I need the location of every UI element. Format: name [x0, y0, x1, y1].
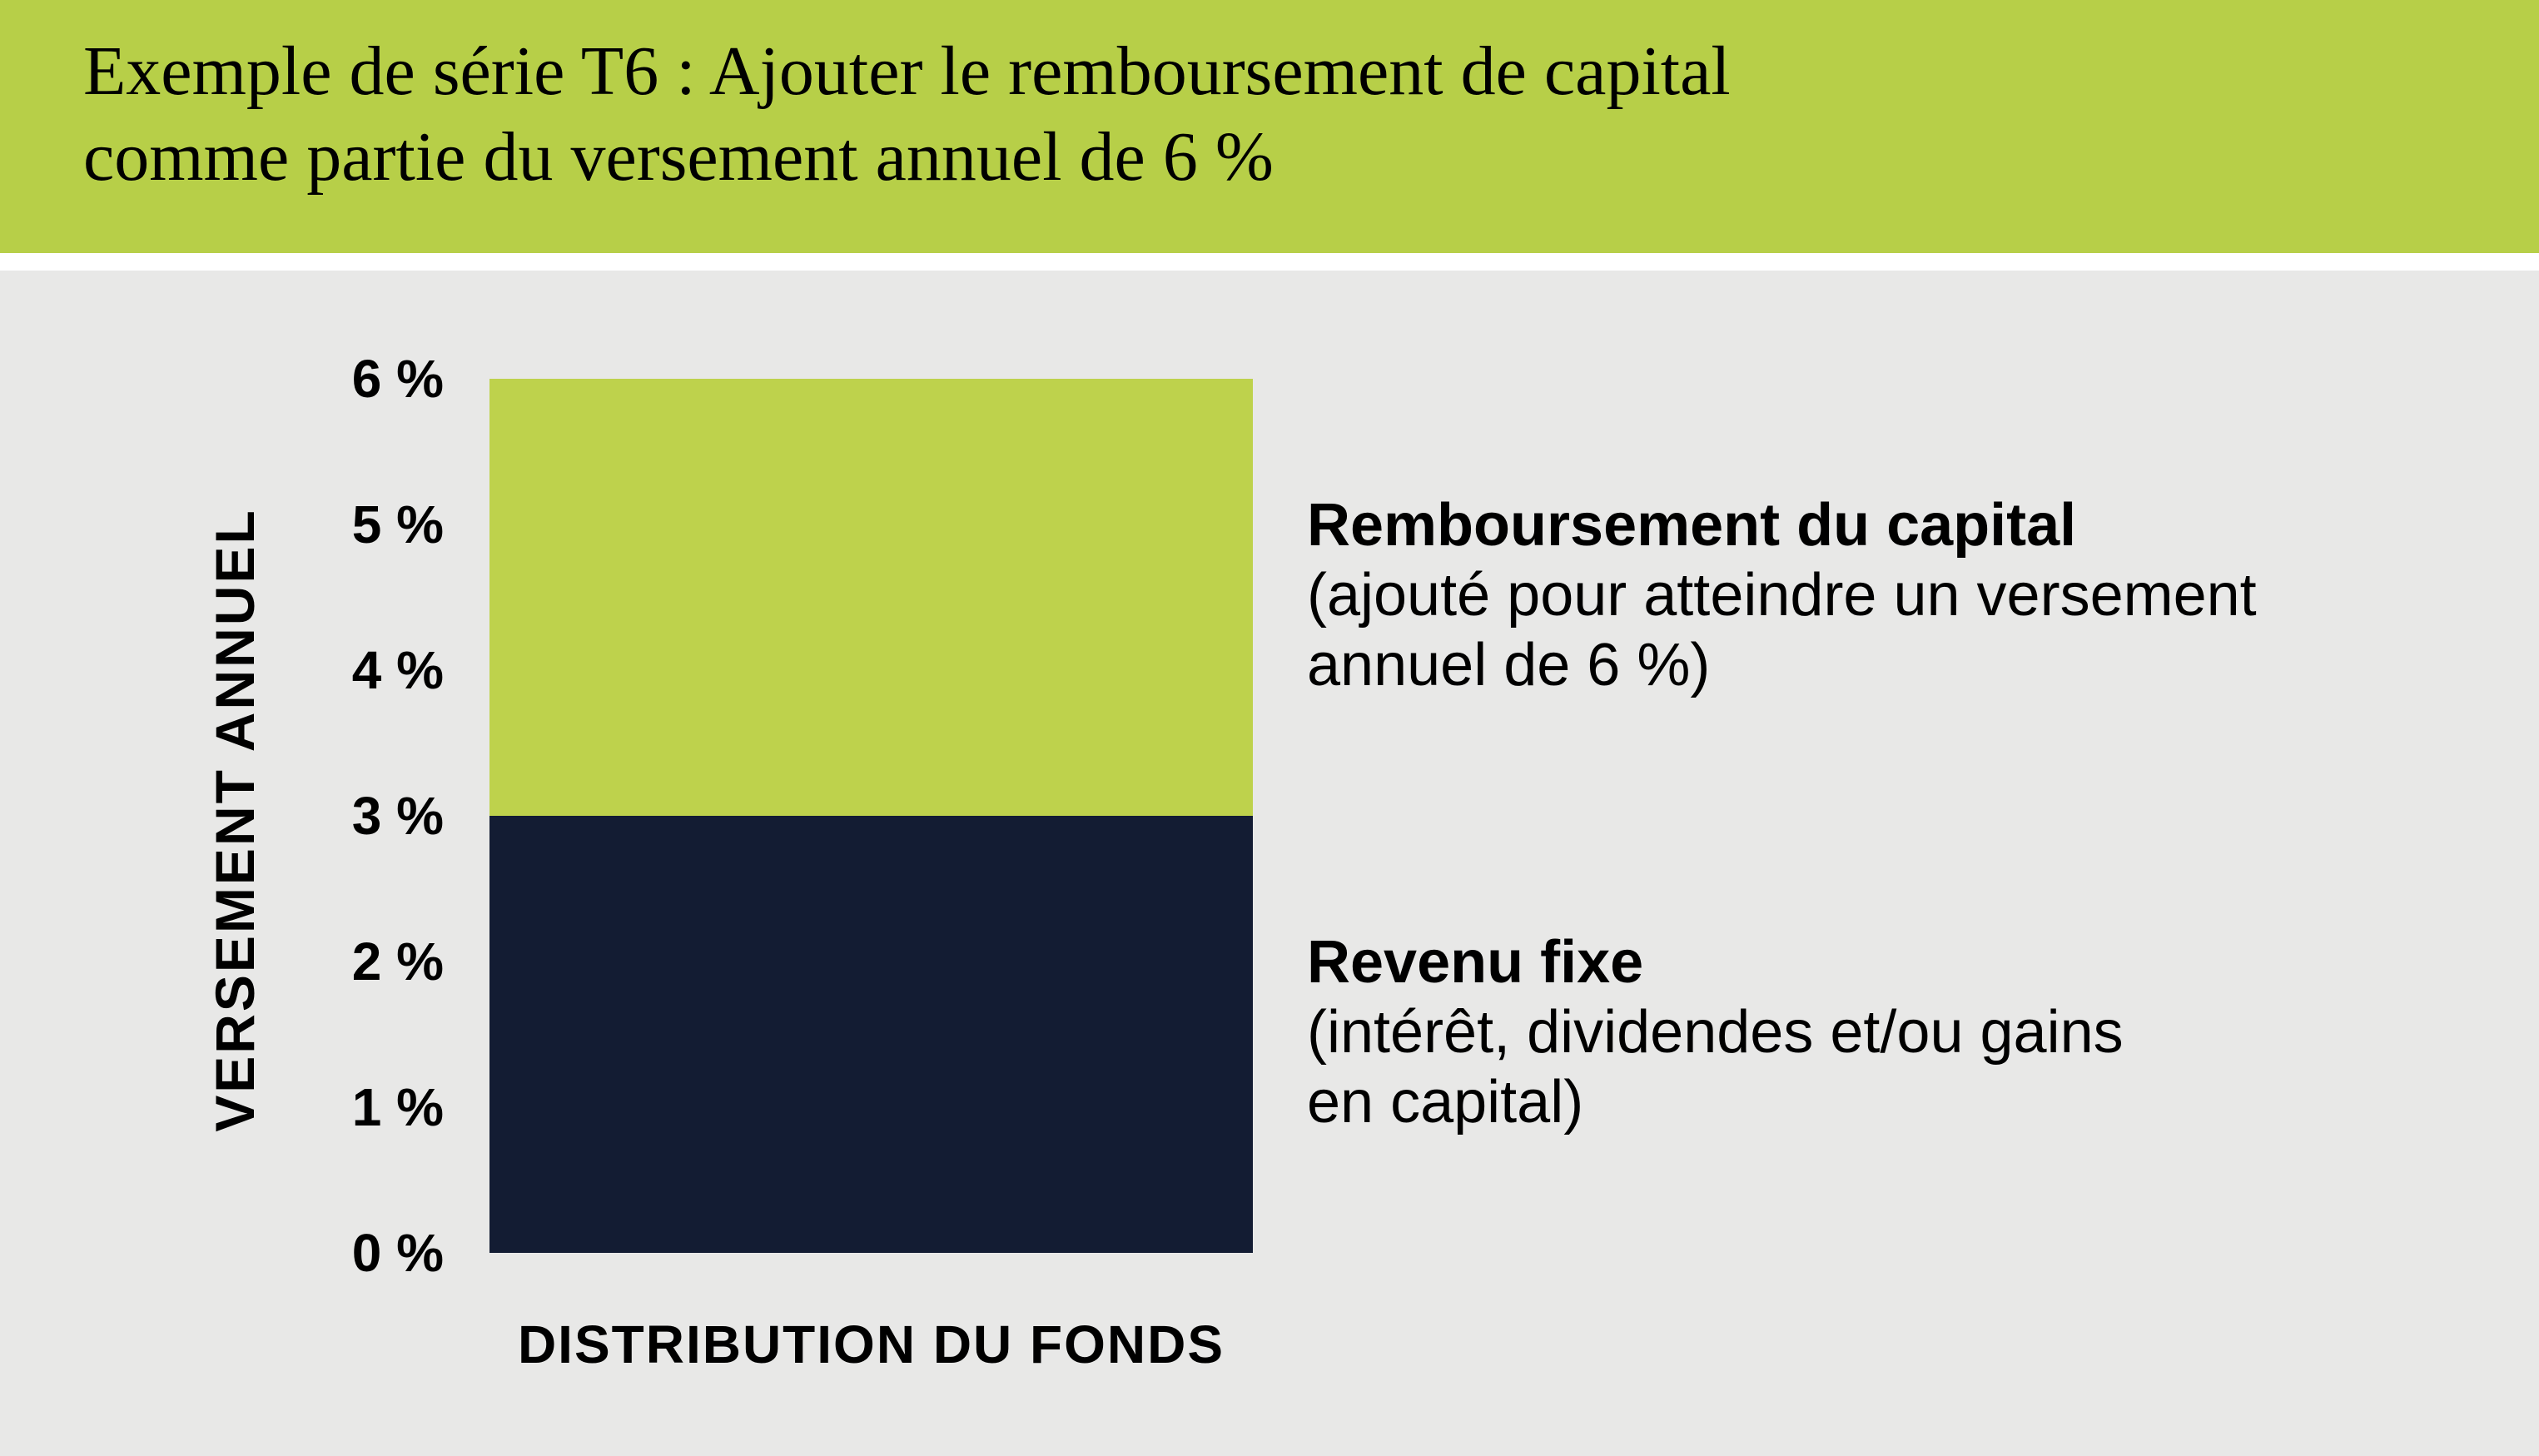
- annotation-remboursement-du-capital: Remboursement du capital (ajouté pour at…: [1307, 490, 2257, 700]
- annotation-remboursement-title: Remboursement du capital: [1307, 492, 2077, 559]
- stacked-bar: [489, 379, 1253, 1253]
- page-title-line-1: Exemple de série T6 : Ajouter le rembour…: [83, 32, 1731, 110]
- annotation-revenu-fixe: Revenu fixe (intérêt, dividendes et/ou g…: [1307, 927, 2124, 1137]
- chart-region: VERSEMENT ANNUEL 6 % 5 % 4 % 3 % 2 % 1 %…: [0, 271, 2539, 1456]
- y-tick-label-0pct: 0 %: [351, 1223, 444, 1283]
- annotation-revenu-fixe-title: Revenu fixe: [1307, 929, 1644, 996]
- y-tick-label-2pct: 2 %: [351, 932, 444, 991]
- x-axis-label: DISTRIBUTION DU FONDS: [517, 1314, 1225, 1374]
- bar-segment-remboursement-du-capital: [489, 379, 1253, 816]
- annotation-remboursement-line-1: (ajouté pour atteindre un versement: [1307, 562, 2257, 629]
- y-tick-label-5pct: 5 %: [351, 494, 444, 554]
- page-title: Exemple de série T6 : Ajouter le rembour…: [83, 28, 1731, 200]
- header-banner: Exemple de série T6 : Ajouter le rembour…: [0, 0, 2539, 253]
- y-tick-label-3pct: 3 %: [351, 786, 444, 846]
- annotation-remboursement-line-2: annuel de 6 %): [1307, 632, 1711, 698]
- annotation-revenu-fixe-line-2: en capital): [1307, 1069, 1584, 1135]
- y-tick-label-1pct: 1 %: [351, 1077, 444, 1137]
- bar-segment-revenu-fixe: [489, 816, 1253, 1253]
- page-title-line-2: comme partie du versement annuel de 6 %: [83, 118, 1274, 196]
- annotation-revenu-fixe-line-1: (intérêt, dividendes et/ou gains: [1307, 999, 2124, 1066]
- y-tick-label-4pct: 4 %: [351, 640, 444, 700]
- y-tick-label-6pct: 6 %: [351, 349, 444, 409]
